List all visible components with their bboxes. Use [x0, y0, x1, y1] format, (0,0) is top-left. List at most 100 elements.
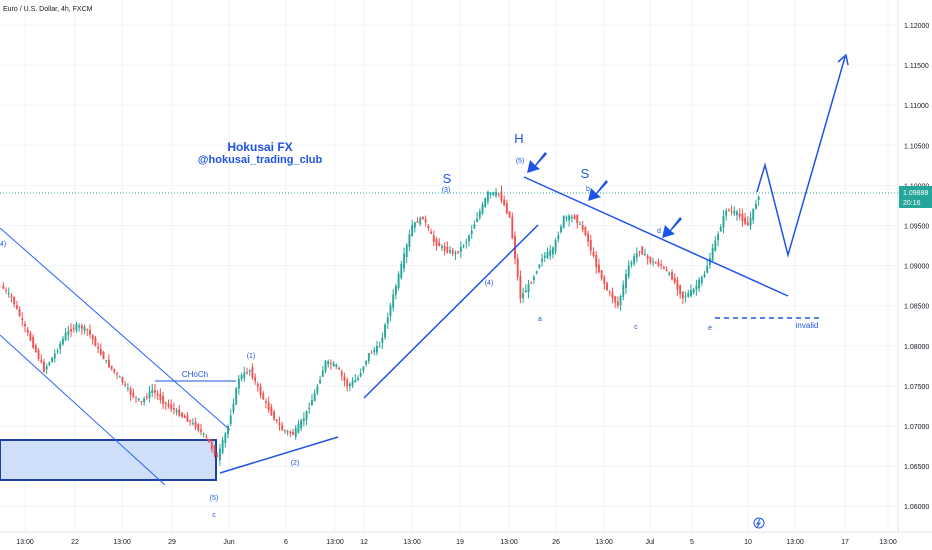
candle-body — [492, 192, 495, 196]
candle-body — [557, 235, 560, 240]
candle-body — [700, 276, 703, 284]
candle-body — [508, 211, 511, 218]
price-tick: 1.11500 — [904, 63, 929, 70]
candle-body — [202, 433, 205, 435]
candle-body — [397, 274, 400, 289]
candle-body — [695, 285, 698, 290]
candle-body — [741, 213, 744, 222]
candle-body — [370, 352, 373, 354]
candle-body — [248, 370, 251, 372]
candle-body — [554, 240, 557, 252]
candle-body — [148, 391, 151, 399]
candle-body — [449, 250, 451, 253]
candle-body — [706, 266, 709, 273]
candle-body — [581, 225, 584, 230]
candle-body — [687, 293, 690, 297]
candle-body — [346, 379, 349, 387]
candle-body — [673, 277, 676, 283]
candle-body — [668, 272, 671, 275]
candle-body — [329, 362, 332, 364]
candle-body — [327, 361, 330, 365]
candle-body — [56, 350, 59, 352]
candle-body — [470, 230, 473, 235]
time-tick: 19 — [456, 539, 464, 546]
candle-body — [324, 360, 327, 372]
candle-body — [416, 221, 419, 223]
candle-body — [665, 270, 668, 272]
candle-body — [145, 396, 148, 398]
descending-channel[interactable] — [0, 227, 231, 486]
candle-body — [278, 422, 281, 426]
candle-body — [649, 257, 652, 263]
candle-body — [32, 336, 35, 348]
wave-1-label: (1) — [247, 353, 256, 360]
candle-body — [45, 366, 48, 370]
price-tick: 1.09500 — [904, 224, 929, 231]
candle-body — [635, 253, 638, 258]
candle-body — [484, 198, 487, 207]
candle-body — [606, 283, 608, 290]
candle-body — [178, 409, 181, 416]
candle-body — [208, 439, 211, 443]
candle-body — [595, 255, 598, 268]
candle-body — [154, 390, 156, 393]
current-price-badge: 1.09888 20:16 — [899, 186, 932, 208]
candle-body — [736, 211, 738, 216]
candle-body — [99, 348, 102, 355]
candle-body — [302, 418, 305, 422]
candle-body — [375, 345, 378, 353]
candle-body — [541, 258, 544, 262]
time-tick: Jul — [646, 539, 655, 546]
candle-body — [443, 246, 446, 251]
candle-body — [357, 377, 359, 380]
candle-body — [603, 277, 606, 284]
time-axis[interactable]: 13:00 22 13:00 29 Jun 6 13:00 12 13:00 19 13:00 26 1… — [16, 539, 897, 546]
candle-body — [181, 412, 183, 417]
candle-body — [110, 365, 113, 369]
wave-c-low-label: c — [212, 512, 216, 519]
candle-body — [424, 219, 427, 223]
flash-icon[interactable] — [753, 517, 765, 529]
candle-body — [430, 231, 433, 234]
candle-body — [438, 242, 441, 247]
candle-body — [435, 238, 438, 246]
candle-body — [657, 262, 660, 266]
candle-body — [654, 262, 657, 264]
candle-body — [394, 285, 397, 296]
candle-body — [43, 361, 45, 372]
candle-body — [592, 251, 595, 257]
candle-body — [107, 359, 110, 368]
demand-zone[interactable] — [0, 439, 217, 481]
candle-body — [690, 290, 692, 296]
time-tick: 5 — [690, 539, 694, 546]
candle-body — [167, 403, 170, 407]
time-tick: 13:00 — [403, 539, 421, 546]
projection-arrowhead — [837, 53, 849, 66]
candle-body — [511, 216, 514, 239]
candle-body — [719, 226, 722, 232]
wave-3-label: (3) — [442, 187, 451, 194]
candle-body — [565, 217, 568, 219]
candle-body — [738, 213, 741, 217]
candle-body — [246, 372, 248, 374]
watermark-line-2: @hokusai_trading_club — [198, 154, 323, 166]
candle-body — [351, 380, 354, 386]
wave-d-label: d — [657, 228, 661, 235]
candle-body — [757, 196, 760, 200]
candle-body — [91, 334, 94, 340]
candle-body — [86, 329, 89, 331]
candle-body — [319, 379, 322, 384]
candle-body — [560, 226, 562, 232]
candle-body — [587, 233, 590, 242]
candle-body — [135, 396, 137, 398]
candle-body — [530, 282, 533, 284]
time-tick: 6 — [284, 539, 288, 546]
candle-body — [172, 408, 175, 410]
price-tick: 1.10500 — [904, 143, 929, 150]
candle-body — [373, 349, 376, 352]
candle-body — [59, 343, 62, 349]
symbol-title[interactable]: Euro / U.S. Dollar, 4h, FXCM — [3, 6, 93, 13]
candle-body — [497, 193, 500, 195]
candle-body — [102, 351, 105, 360]
